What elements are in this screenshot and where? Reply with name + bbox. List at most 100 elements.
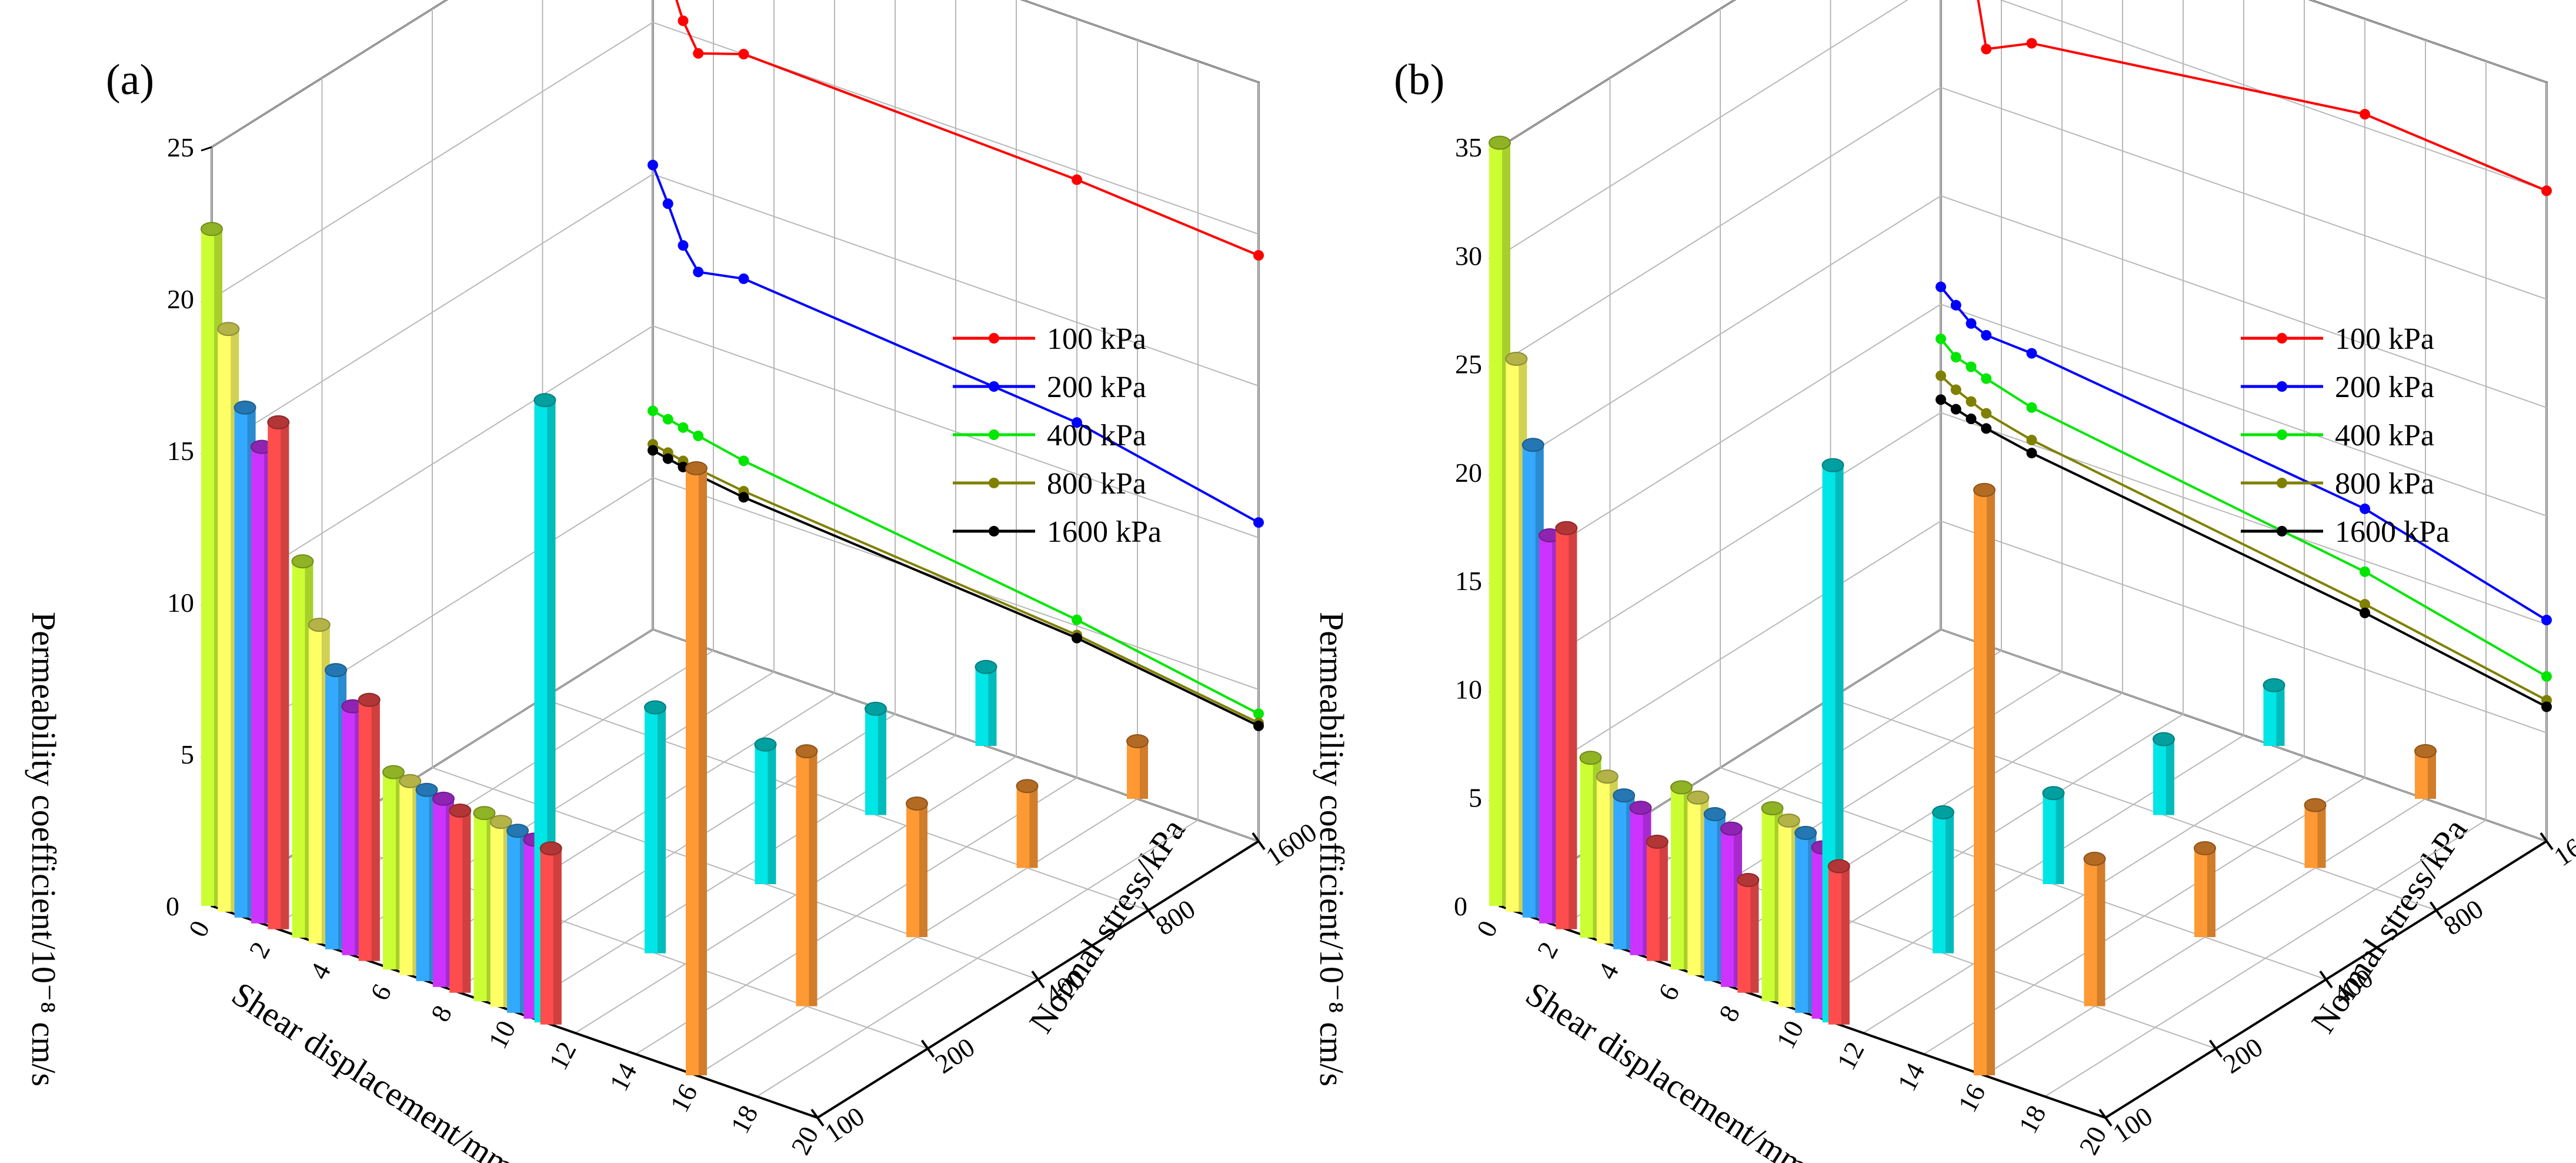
wall-gridline-y [1499, 0, 2547, 256]
bar-cap [1629, 801, 1652, 815]
bar-cylinder-shade [2056, 793, 2064, 884]
bar-cylinder-shade [2428, 751, 2436, 799]
bar-cap [1613, 788, 1636, 803]
wall-gridline-y [211, 0, 1259, 148]
series-point [1981, 423, 1992, 434]
bar-cap [1720, 821, 1743, 836]
series-point [1950, 299, 1961, 311]
series-point [2026, 38, 2037, 49]
series-point [2541, 615, 2552, 626]
z-tick-mark [2540, 832, 2554, 851]
series-point [662, 198, 673, 209]
bar-cylinder-shade [919, 804, 927, 937]
bar-cap [2153, 732, 2175, 747]
series-point [2541, 185, 2552, 196]
legend-swatch-marker [2277, 381, 2287, 392]
z-tick-mark [810, 1108, 825, 1127]
z-tick-mark [2208, 1039, 2223, 1058]
bar-cap [399, 774, 422, 788]
bar-cap [291, 554, 314, 569]
bar-cylinder-shade [1029, 786, 1038, 868]
bar-cap [1489, 135, 1511, 150]
series-point [1981, 329, 1992, 341]
bar-cap [533, 393, 556, 408]
bar-cap [1794, 825, 1817, 840]
legend-b: 100 kPa 200 kPa 400 kPa 800 kPa 1600 kPa [2241, 322, 2450, 549]
series-point [2360, 566, 2370, 577]
bar-cylinder-shade [2317, 805, 2326, 868]
z-tick-mark [920, 1039, 935, 1058]
series-point [1950, 384, 1961, 395]
panel-label-b: (b) [1394, 56, 1444, 104]
bar-cap [325, 663, 348, 678]
series-point [738, 49, 749, 59]
bar-cap [2414, 744, 2437, 758]
series-point [2360, 599, 2370, 610]
wall-gridline-y [1499, 0, 2547, 148]
bar-cap [2083, 851, 2106, 866]
bar-cap [449, 804, 472, 818]
series-point [2360, 109, 2370, 120]
z-tick-mark [1141, 901, 1156, 919]
bar-cap [217, 322, 240, 336]
bar-cap [906, 797, 928, 811]
y-tick-label: 25 [167, 132, 194, 162]
bar-cap [1932, 805, 1954, 819]
floor-gridline-z [652, 629, 1259, 842]
bar-cap [2304, 798, 2327, 812]
bar-cap [795, 744, 818, 759]
series-point [1936, 370, 1946, 381]
series-point [648, 159, 658, 171]
series-point [738, 273, 749, 284]
bar-cap [1596, 769, 1619, 784]
series-point [648, 445, 658, 456]
bar-cylinder-shade [658, 707, 666, 954]
z-tick-mark [2319, 970, 2333, 989]
bar-cylinder-shade [1569, 528, 1577, 929]
bar-cap [1646, 834, 1669, 849]
y-tick-label: 20 [167, 284, 194, 314]
series-point [2026, 448, 2037, 459]
series-point [1966, 414, 1977, 425]
bar-cap [1016, 779, 1039, 794]
series-point [1072, 614, 1082, 625]
series-point [662, 414, 673, 425]
bar-cap [2194, 841, 2216, 855]
bar-cap [489, 815, 512, 829]
legend-entry: 800 kPa [1047, 467, 1146, 501]
series-point [1936, 281, 1946, 292]
bar-cap [1579, 751, 1602, 765]
y-tick-label: 0 [1454, 891, 1467, 921]
series-point [693, 266, 704, 278]
floor-gridline-z [1830, 698, 2437, 911]
bar-cylinder-shade [1946, 812, 1954, 954]
legend-swatch-marker [2277, 333, 2287, 344]
bar-cap [644, 700, 666, 715]
y-tick-label: 0 [166, 891, 179, 921]
bar-cap [415, 782, 438, 797]
legend-entry: 200 kPa [1047, 371, 1146, 404]
series-point [693, 430, 704, 441]
y-tick-label: 10 [1455, 674, 1482, 704]
series-point [1253, 708, 1264, 719]
y-tick-label: 30 [1455, 241, 1482, 271]
panel-label-a: (a) [106, 56, 154, 104]
series-point [2026, 435, 2037, 446]
bar-cap [754, 737, 777, 752]
bar-cap [1761, 801, 1784, 815]
series-point [1253, 517, 1264, 528]
legend-entry: 400 kPa [1047, 419, 1146, 452]
floor-gridline-z [542, 698, 1149, 911]
series-point [738, 455, 749, 466]
legend-entry: 100 kPa [2335, 322, 2434, 356]
series-point [2360, 503, 2370, 514]
series-point [1966, 396, 1977, 407]
bar-columns-a [201, 222, 1149, 1075]
legend-swatch-marker [2277, 526, 2287, 536]
bar-cylinder-shade [371, 699, 380, 961]
series-point [738, 492, 749, 503]
legend-entry: 1600 kPa [1047, 515, 1162, 549]
series-point [1950, 404, 1961, 415]
floor-gridline-z [432, 767, 1039, 980]
bar-cylinder-shade [699, 468, 707, 1075]
